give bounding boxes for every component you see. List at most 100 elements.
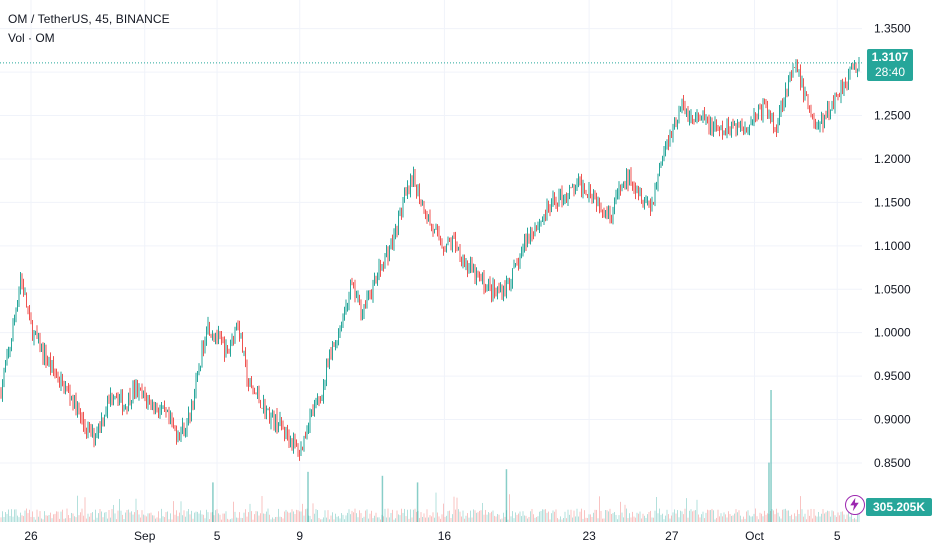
x-tick-label: 9 xyxy=(296,529,303,543)
volume-bar xyxy=(782,509,783,522)
volume-bar xyxy=(102,517,104,522)
volume-bar xyxy=(489,513,491,522)
volume-bar xyxy=(401,508,402,522)
volume-bar xyxy=(435,492,437,522)
lightning-icon[interactable] xyxy=(845,495,865,515)
volume-bar xyxy=(383,516,384,522)
volume-bar xyxy=(41,518,42,522)
volume-bar xyxy=(374,515,375,522)
volume-bar xyxy=(710,510,711,522)
volume-bar xyxy=(638,513,639,522)
volume-bar xyxy=(728,511,729,522)
volume-bar xyxy=(452,514,453,522)
volume-bar xyxy=(426,509,428,522)
volume-bar xyxy=(161,508,162,522)
volume-bar xyxy=(651,517,653,522)
volume-bar xyxy=(606,510,608,522)
volume-bar xyxy=(596,509,597,522)
volume-bar xyxy=(459,511,461,522)
time-axis[interactable]: 26 Sep 5 9 16 23 27 Oct 5 xyxy=(24,529,841,543)
volume-bar xyxy=(59,518,60,522)
volume-bar xyxy=(327,510,329,522)
volume-bar xyxy=(233,501,234,522)
volume-bar xyxy=(725,514,726,522)
volume-bar xyxy=(5,512,6,522)
volume-bar xyxy=(246,516,248,522)
volume-bar xyxy=(17,515,18,522)
volume-indicator-label[interactable]: Vol · OM xyxy=(8,31,55,45)
volume-bar xyxy=(27,513,29,522)
volume-bar xyxy=(735,509,737,522)
volume-bar xyxy=(494,515,495,522)
volume-bar xyxy=(689,510,690,522)
volume-bar xyxy=(240,517,242,522)
volume-bar xyxy=(753,513,755,522)
volume-bar xyxy=(672,512,674,522)
volume-bar xyxy=(831,510,833,522)
volume-bar xyxy=(68,515,69,522)
volume-bar xyxy=(701,514,702,522)
volume-bar xyxy=(507,519,509,522)
volume-bar xyxy=(8,509,9,522)
volume-bar xyxy=(177,516,179,522)
volume-bar xyxy=(20,512,21,522)
volume-bar xyxy=(804,513,806,522)
symbol-title[interactable]: OM / TetherUS, 45, BINANCE xyxy=(8,12,170,26)
volume-bar xyxy=(194,512,195,522)
volume-bar xyxy=(258,515,260,522)
volume-bar xyxy=(816,516,818,522)
volume-bar xyxy=(116,519,117,522)
volume-bar xyxy=(819,516,821,522)
volume-bar xyxy=(290,512,291,522)
volume-bar xyxy=(500,519,501,522)
volume-bar xyxy=(180,501,182,522)
volume-bar xyxy=(171,519,173,522)
volume-bar xyxy=(455,509,456,522)
bar-countdown: 28:40 xyxy=(874,65,906,79)
volume-bar xyxy=(653,517,654,522)
volume-bar xyxy=(143,514,144,522)
volume-bar xyxy=(806,519,807,522)
volume-bar xyxy=(765,514,767,522)
volume-bar xyxy=(756,516,758,522)
volume-bar xyxy=(548,511,549,522)
volume-bar xyxy=(209,519,210,522)
volume-bar xyxy=(23,516,24,522)
volume-bar xyxy=(57,511,59,522)
volume-bar xyxy=(633,516,635,522)
price-axis[interactable]: 1.35001.30001.25001.20001.15001.10001.05… xyxy=(874,22,911,470)
volume-bar xyxy=(729,514,731,522)
volume-bar xyxy=(680,510,681,522)
volume-bar xyxy=(752,516,753,522)
volume-bar xyxy=(774,514,776,522)
volume-bar xyxy=(56,511,57,522)
volume-bar xyxy=(626,508,627,522)
volume-bar xyxy=(837,512,839,522)
volume-bar xyxy=(471,517,473,522)
volume-bar xyxy=(248,512,249,522)
volume-bar xyxy=(114,513,116,522)
volume-bar xyxy=(129,512,131,522)
volume-bar xyxy=(534,517,536,522)
volume-bar xyxy=(771,509,773,522)
volume-bar xyxy=(156,517,158,522)
volume-bar xyxy=(36,509,38,522)
volume-bar xyxy=(441,514,443,522)
volume-bar xyxy=(858,510,860,522)
volume-bar xyxy=(119,498,120,522)
volume-bar xyxy=(155,518,156,522)
volume-bar xyxy=(528,516,530,522)
volume-bar xyxy=(149,513,150,522)
volume-bar xyxy=(15,509,17,522)
volume-bar xyxy=(588,514,590,522)
volume-bar xyxy=(402,512,404,522)
y-tick-label: 1.1000 xyxy=(874,239,911,253)
x-tick-label: 5 xyxy=(214,529,221,543)
volume-bar xyxy=(356,513,357,522)
volume-bar xyxy=(846,514,848,522)
volume-bar xyxy=(537,516,539,522)
volume-bar xyxy=(80,512,81,522)
volume-bar xyxy=(297,510,299,522)
volume-bar xyxy=(821,513,822,522)
